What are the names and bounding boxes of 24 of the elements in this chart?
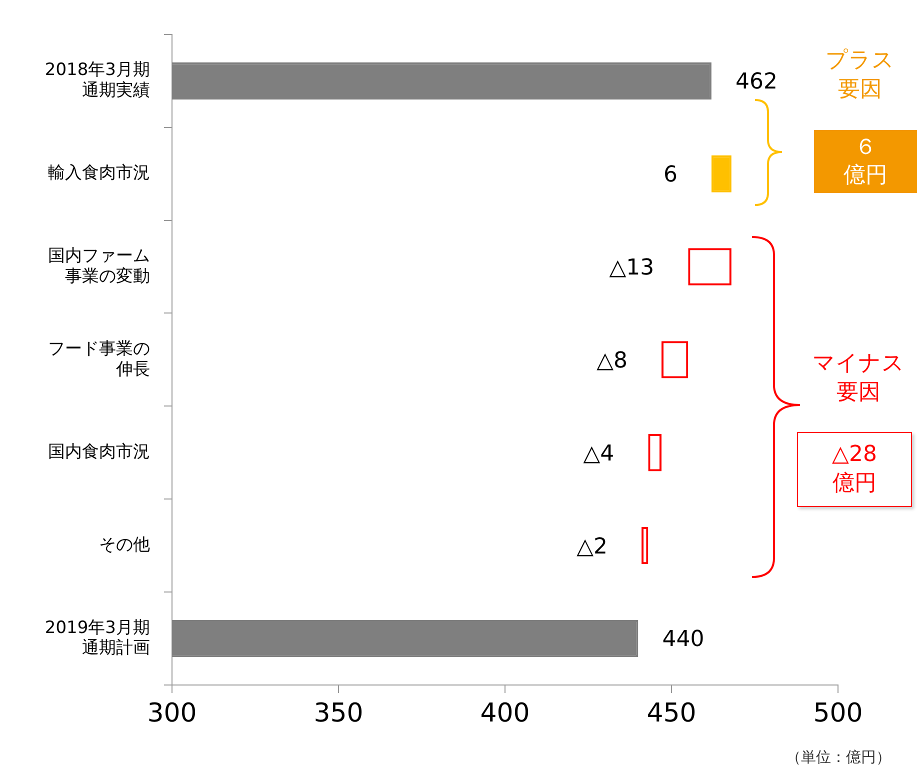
annotation: プラス要因: [824, 47, 896, 104]
x-tick-label: 400: [480, 698, 530, 728]
data-label: △2: [576, 534, 608, 560]
text: ６億円: [842, 134, 888, 189]
data-label: 6: [663, 162, 678, 188]
x-tick-label: 350: [314, 698, 364, 728]
data-label: △8: [596, 348, 628, 374]
x-tick-label: 450: [646, 698, 696, 728]
y-tick-label: 2018年3月期通期実績: [44, 60, 150, 100]
y-tick-label: 国内食肉市況: [48, 442, 150, 462]
text: （単位：億円）: [785, 748, 892, 768]
y-tick-label: 輸入食肉市況: [48, 163, 150, 184]
data-label: 440: [662, 627, 704, 652]
data-label: △4: [583, 441, 614, 466]
annotation: △28億円: [831, 441, 878, 498]
annotation: マイナス要因: [812, 350, 906, 407]
data-label: △13: [609, 255, 654, 280]
y-tick-label: その他: [99, 535, 150, 556]
y-tick-label: 2019年3月期通期計画: [44, 618, 150, 658]
x-tick-label: 300: [147, 698, 197, 728]
y-tick-label: フード事業の伸長: [48, 338, 150, 380]
y-tick-label: 国内ファーム事業の変動: [48, 246, 150, 286]
data-label: 462: [735, 70, 778, 95]
x-tick-label: 500: [813, 698, 863, 728]
